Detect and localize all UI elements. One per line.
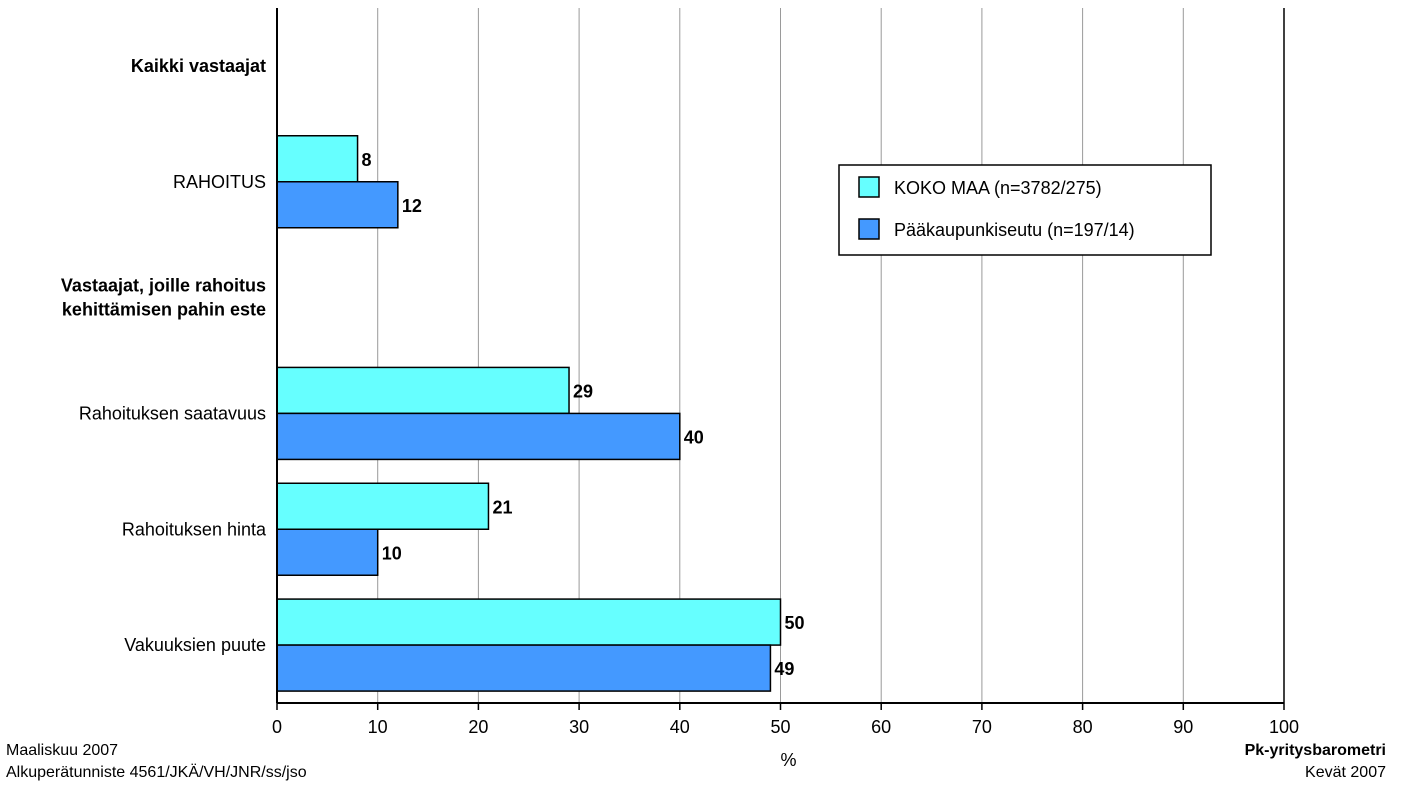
category-heading: Vastaajat, joille rahoitus kehittämisen p… xyxy=(61,276,266,320)
footer-right: Pk-yritysbarometri Kevät 2007 xyxy=(1245,740,1386,784)
legend-box xyxy=(838,164,1212,256)
bar-koko-maa xyxy=(276,482,490,530)
data-label: 12 xyxy=(402,196,422,216)
x-tick-label: 10 xyxy=(368,717,388,737)
footer-source: Pk-yritysbarometri xyxy=(1244,742,1386,759)
data-label: 10 xyxy=(382,543,402,563)
x-tick-label: 70 xyxy=(972,717,992,737)
data-label: 40 xyxy=(684,427,704,447)
data-label: 50 xyxy=(785,613,805,633)
x-axis-label: % xyxy=(780,750,796,770)
data-label: 49 xyxy=(774,659,794,679)
x-tick-label: 50 xyxy=(770,717,790,737)
data-label: 8 xyxy=(362,150,372,170)
x-tick-label: 40 xyxy=(670,717,690,737)
x-tick-label: 0 xyxy=(272,717,282,737)
bar-koko-maa xyxy=(276,135,359,183)
x-tick-label: 60 xyxy=(871,717,891,737)
footer-reference: Alkuperätunniste 4561/JKÄ/VH/JNR/ss/jso xyxy=(6,764,307,781)
category-label-line: Vastaajat, joille rahoitus xyxy=(61,276,266,296)
category-label: Rahoituksen hinta xyxy=(122,519,267,539)
category-heading: Kaikki vastaajat xyxy=(131,56,266,76)
x-tick-label: 80 xyxy=(1073,717,1093,737)
legend-swatch xyxy=(858,218,880,240)
legend-label: KOKO MAA (n=3782/275) xyxy=(894,178,1102,198)
category-label-line: kehittämisen pahin este xyxy=(62,300,266,320)
bar-koko-maa xyxy=(276,598,782,646)
x-tick-label: 20 xyxy=(468,717,488,737)
category-label-line: Rahoituksen saatavuus xyxy=(79,403,266,423)
category-label-line: Rahoituksen hinta xyxy=(122,519,267,539)
category-label: Rahoituksen saatavuus xyxy=(79,403,266,423)
footer-date: Maaliskuu 2007 xyxy=(6,742,119,759)
bar-paakaupunkiseutu xyxy=(276,528,379,576)
bar-paakaupunkiseutu xyxy=(276,644,772,692)
x-tick-label: 90 xyxy=(1173,717,1193,737)
category-label: RAHOITUS xyxy=(173,172,266,192)
category-label: Vakuuksien puute xyxy=(124,635,266,655)
category-label-line: Vakuuksien puute xyxy=(124,635,266,655)
footer-season: Kevät 2007 xyxy=(1305,764,1386,781)
category-label-line: Kaikki vastaajat xyxy=(131,56,266,76)
bar-paakaupunkiseutu xyxy=(276,412,681,461)
footer-left: Maaliskuu 2007 Alkuperätunniste 4561/JKÄ… xyxy=(6,740,307,784)
x-tick-label: 100 xyxy=(1269,717,1299,737)
data-label: 21 xyxy=(492,497,512,517)
bar-paakaupunkiseutu xyxy=(276,181,399,229)
legend-swatch xyxy=(858,176,880,198)
bar-koko-maa xyxy=(276,366,570,415)
x-tick-label: 30 xyxy=(569,717,589,737)
legend-label: Pääkaupunkiseutu (n=197/14) xyxy=(894,220,1135,240)
category-label-line: RAHOITUS xyxy=(173,172,266,192)
data-label: 29 xyxy=(573,381,593,401)
